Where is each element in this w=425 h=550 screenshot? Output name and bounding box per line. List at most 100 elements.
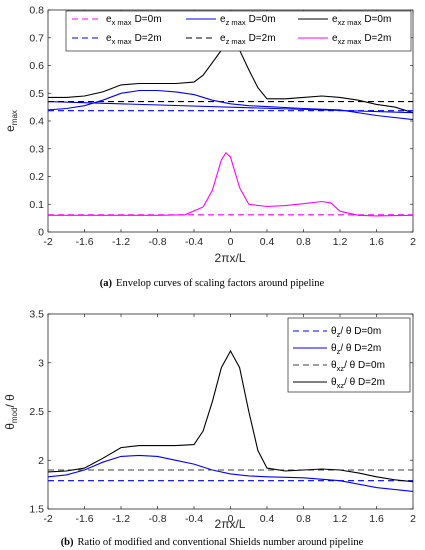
legend-label-a: ez max D=0m (220, 14, 276, 27)
legend-label-sub: xz (337, 381, 345, 390)
caption-b-tag: (b) (61, 537, 74, 548)
legend-label-b: θxz/ θ D=0m (331, 360, 385, 373)
y-tick-label-a: 0 (38, 227, 44, 239)
series-line-b-1 (47, 454, 414, 492)
series-line-a-5 (48, 152, 414, 217)
x-tick-label-b: -1.6 (75, 513, 93, 525)
caption-b: (b) Ratio of modified and conventional Sh… (61, 537, 364, 548)
x-tick-label-b: 1.6 (369, 513, 384, 525)
legend-label-sub: z max (226, 37, 246, 46)
x-tick-label-a: -0.8 (148, 236, 166, 248)
caption-a-tag: (a) (100, 278, 113, 289)
legend-label-sub: x max (112, 37, 132, 46)
legend-label-main: e (106, 14, 112, 25)
x-tick-label-a: 1.2 (333, 236, 348, 248)
y-tick-label-a: 0.4 (29, 116, 44, 128)
legend-label-sub: z max (226, 18, 246, 27)
legend-box-b (287, 317, 411, 393)
legend-label-tail: D=0m (364, 14, 391, 25)
legend-box-a (65, 10, 412, 52)
x-tick-label-a: 0 (228, 236, 234, 248)
legend-label-main: e (332, 33, 338, 44)
legend-label-a: exz max D=2m (332, 33, 391, 46)
legend-label-sub: z (337, 347, 341, 356)
caption-a: (a) Envelop curves of scaling factors aro… (100, 278, 325, 289)
x-tick-label-b: -0.8 (148, 513, 166, 525)
legend-label-tail: / θ D=0m (340, 326, 381, 337)
legend-label-sub: x max (112, 18, 132, 27)
x-tick-label-a: 0.8 (296, 236, 311, 248)
legend-label-main: e (332, 14, 338, 25)
y-axis-label-a: emax (3, 110, 19, 132)
x-tick-label-a: 0.4 (260, 236, 275, 248)
series-group-b (47, 349, 414, 492)
legend-label-main: θ (331, 360, 337, 371)
y-axis-label-b-main: θ (3, 423, 17, 430)
legend-label-a: ex max D=0m (106, 14, 162, 27)
legend-label-sub: z (337, 330, 341, 339)
y-axis-label-a-main: e (3, 125, 17, 132)
x-tick-label-b: -2 (43, 513, 52, 525)
legend-label-tail: D=2m (249, 33, 276, 44)
y-tick-label-a: 0.2 (29, 171, 44, 183)
x-tick-label-b: 1.2 (333, 513, 348, 525)
legend-label-main: θ (331, 343, 337, 354)
legend-label-b: θz/ θ D=0m (331, 326, 381, 339)
x-tick-label-a: -1.6 (75, 236, 93, 248)
y-axis-label-b-tail: / θ (3, 394, 17, 408)
y-tick-label-b: 3.5 (29, 309, 44, 321)
legend-label-tail: / θ D=0m (344, 360, 385, 371)
x-axis-label-a: 2πx/L (215, 251, 246, 265)
legend-label-tail: D=2m (135, 33, 162, 44)
legend-label-main: e (220, 33, 226, 44)
y-ticks-b: 1.5 2 2.5 3 3.5 (29, 309, 413, 516)
x-tick-label-b: -0.4 (185, 513, 203, 525)
x-tick-label-b: -1.2 (112, 513, 130, 525)
legend-label-a: ex max D=2m (106, 33, 162, 46)
legend-label-tail: D=0m (249, 14, 276, 25)
y-tick-label-a: 0.8 (29, 5, 44, 17)
y-tick-label-a: 0.1 (29, 199, 44, 211)
series-line-b-3 (47, 349, 414, 483)
legend-label-b: θxz/ θ D=2m (331, 377, 385, 390)
y-tick-label-a: 0.5 (29, 88, 44, 100)
x-tick-label-b: 0.4 (260, 513, 275, 525)
legend-label-b: θz/ θ D=2m (331, 343, 381, 356)
legend-label-sub: xz max (338, 18, 362, 27)
y-tick-label-b: 2.5 (29, 406, 44, 418)
legend-label-main: θ (331, 326, 337, 337)
caption-b-text: Ratio of modified and conventional Shiel… (78, 537, 364, 548)
y-axis-label-b: θmod/ θ (3, 394, 19, 430)
y-tick-label-b: 1.5 (29, 504, 44, 516)
y-tick-label-a: 0.3 (29, 143, 44, 155)
panel-a: -2 -1.6 -1.2 -0.8 -0.4 0 0.4 0.8 1.2 1.6 2 0 0.1 0.2… (3, 5, 416, 290)
y-tick-label-a: 0.6 (29, 60, 44, 72)
x-axis-label-b: 2πx/L (215, 517, 246, 531)
legend-label-main: e (220, 14, 226, 25)
x-tick-label-b: 0 (228, 513, 234, 525)
legend-label-tail: / θ D=2m (340, 343, 381, 354)
legend-label-main: θ (331, 377, 337, 388)
series-line-a-2 (47, 101, 414, 114)
x-tick-label-a: 1.6 (369, 236, 384, 248)
y-ticks-a: 0 0.1 0.2 0.3 0.4 0.5 0.6 0.7 0.8 (29, 5, 413, 239)
legend-label-a: ez max D=2m (220, 33, 276, 46)
y-tick-label-b: 3 (38, 357, 44, 369)
x-tick-label-a: -1.2 (112, 236, 130, 248)
y-axis-label-a-sub: max (10, 110, 19, 125)
legend-label-main: e (106, 33, 112, 44)
y-tick-label-b: 2 (38, 455, 44, 467)
x-tick-label-b: 0.8 (296, 513, 311, 525)
legend-label-tail: / θ D=2m (344, 377, 385, 388)
series-line-extra-a-0 (47, 89, 414, 121)
panel-b: -2 -1.6 -1.2 -0.8 -0.4 0 0.4 0.8 1.2 1.6 2 1.5 2 2.5… (3, 309, 416, 549)
caption-a-text: Envelop curves of scaling factors around… (116, 278, 325, 289)
x-tick-label-a: -0.4 (185, 236, 203, 248)
legend-label-tail: D=2m (364, 33, 391, 44)
legend-label-sub: xz max (338, 37, 362, 46)
legend-label-tail: D=0m (135, 14, 162, 25)
legend-label-a: exz max D=0m (332, 14, 391, 27)
